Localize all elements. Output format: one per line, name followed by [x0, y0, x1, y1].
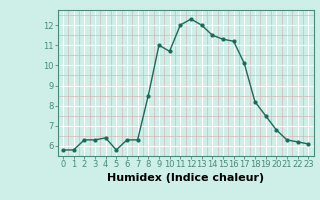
X-axis label: Humidex (Indice chaleur): Humidex (Indice chaleur) — [107, 173, 264, 183]
